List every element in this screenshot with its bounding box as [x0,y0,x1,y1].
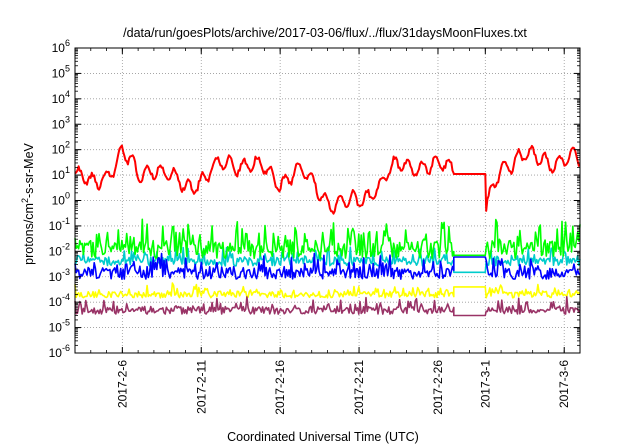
y-tick-label: 103 [52,114,70,131]
y-axis-label-exponent: 2 [20,198,30,203]
series-line [74,144,581,215]
y-tick-label: 10-6 [49,343,70,360]
series-line [74,252,581,280]
x-tick-label: 2017-2-11 [194,360,208,414]
y-axis-label: protons/cm2-s-sr-MeV [20,142,36,264]
series-line [74,296,581,317]
y-tick-label: 102 [52,140,70,157]
y-axis-label-rest: -s-sr-MeV [22,142,36,198]
x-axis-ticks: 2017-2-6 2017-2-11 2017-2-16 2017-2-21 2017-… [74,48,581,415]
x-tick-label: 2017-2-6 [115,360,129,408]
y-tick-label: 10-3 [49,267,70,284]
series-line [74,282,581,299]
y-axis-label-unit: protons/cm [22,203,36,265]
y-tick-label: 101 [52,165,70,182]
y-tick-label: 105 [52,63,70,80]
y-tick-label: 104 [52,89,70,106]
y-tick-label: 10-2 [49,241,70,258]
chart-series [74,144,581,317]
y-tick-label: 106 [52,38,70,55]
y-tick-label: 10-5 [49,318,70,335]
y-tick-label: 100 [52,191,70,208]
chart-title: /data/run/goesPlots/archive/2017-03-06/f… [123,26,527,40]
x-axis-label: Coordinated Universal Time (UTC) [227,430,419,444]
x-tick-label: 2017-2-16 [273,360,287,415]
x-tick-label: 2017-2-21 [352,360,366,415]
x-tick-label: 2017-3-6 [557,360,571,408]
x-tick-label: 2017-3-1 [478,360,492,408]
x-tick-label: 2017-2-26 [431,360,445,415]
y-tick-label: 10-4 [49,292,70,309]
y-axis-ticks: 10-6 10-5 10-4 10-3 10-2 10-1 100 101 102 103 104 1… [49,38,580,360]
y-tick-label: 10-1 [49,216,70,233]
series-line [74,218,581,260]
